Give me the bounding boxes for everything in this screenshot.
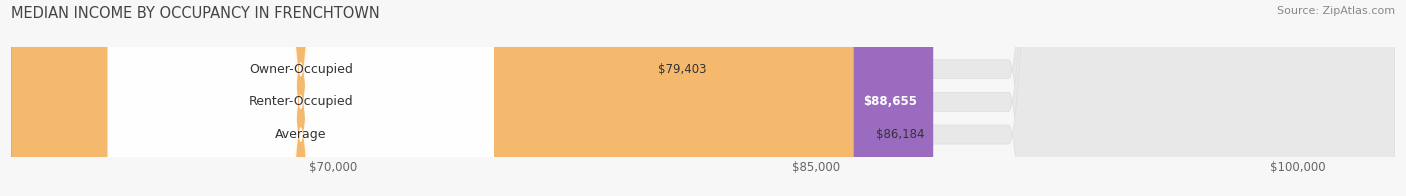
Text: Renter-Occupied: Renter-Occupied <box>249 95 353 108</box>
FancyBboxPatch shape <box>11 0 1395 196</box>
FancyBboxPatch shape <box>11 0 1395 196</box>
FancyBboxPatch shape <box>11 0 853 196</box>
Text: $86,184: $86,184 <box>876 128 925 141</box>
FancyBboxPatch shape <box>11 0 1395 196</box>
FancyBboxPatch shape <box>11 0 934 196</box>
FancyBboxPatch shape <box>108 0 494 196</box>
Text: $79,403: $79,403 <box>658 63 707 76</box>
Text: MEDIAN INCOME BY OCCUPANCY IN FRENCHTOWN: MEDIAN INCOME BY OCCUPANCY IN FRENCHTOWN <box>11 6 380 21</box>
FancyBboxPatch shape <box>108 0 494 196</box>
FancyBboxPatch shape <box>11 0 636 196</box>
Text: Source: ZipAtlas.com: Source: ZipAtlas.com <box>1277 6 1395 16</box>
Text: $88,655: $88,655 <box>863 95 917 108</box>
Text: Average: Average <box>276 128 326 141</box>
Text: Owner-Occupied: Owner-Occupied <box>249 63 353 76</box>
FancyBboxPatch shape <box>108 0 494 196</box>
